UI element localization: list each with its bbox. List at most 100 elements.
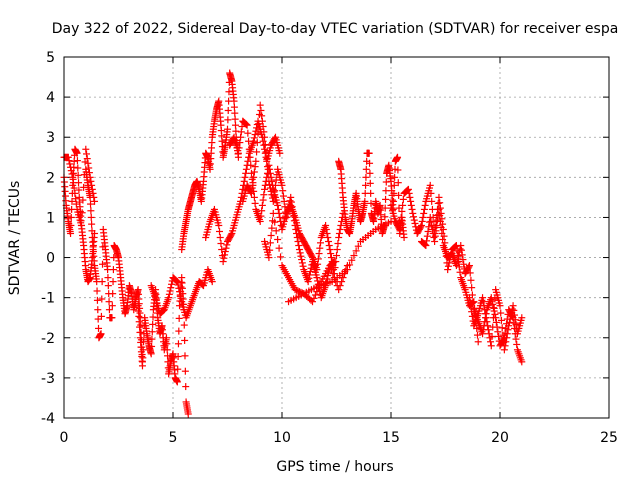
data-point — [326, 246, 334, 254]
data-point — [428, 225, 436, 233]
data-point — [181, 367, 189, 375]
data-point — [77, 221, 85, 229]
y-tick-label: 4 — [46, 90, 55, 106]
data-point — [473, 331, 481, 339]
data-point — [518, 314, 526, 322]
data-point — [67, 221, 75, 229]
data-point — [224, 106, 232, 114]
data-point — [285, 203, 293, 211]
data-point — [269, 197, 277, 205]
data-point — [505, 318, 513, 326]
data-point — [139, 354, 147, 362]
data-point — [284, 207, 292, 215]
data-point — [88, 227, 96, 235]
data-point — [149, 320, 157, 328]
data-point — [404, 185, 412, 193]
data-point — [104, 274, 112, 282]
data-point — [274, 201, 282, 209]
y-tick-label: -2 — [41, 331, 55, 347]
data-point — [218, 246, 226, 254]
data-point — [511, 316, 519, 324]
x-tick-label: 20 — [491, 430, 509, 446]
data-point — [173, 278, 181, 286]
data-point — [267, 187, 275, 195]
data-point — [256, 217, 264, 225]
data-point — [109, 290, 117, 298]
data-point — [405, 189, 413, 197]
data-point — [276, 213, 284, 221]
data-point — [175, 327, 183, 335]
data-point — [267, 231, 275, 239]
data-point — [99, 260, 107, 268]
data-point — [280, 197, 288, 205]
data-point — [421, 241, 429, 249]
data-point — [346, 261, 354, 269]
data-point — [87, 177, 95, 185]
data-point — [250, 193, 258, 201]
data-point — [431, 232, 439, 240]
data-point — [176, 291, 184, 299]
y-tick-label: 3 — [46, 130, 55, 146]
data-point — [311, 291, 319, 299]
data-point — [224, 116, 232, 124]
data-point — [298, 256, 306, 264]
data-point — [420, 209, 428, 217]
data-point — [457, 246, 465, 254]
data-point — [261, 133, 269, 141]
data-point — [257, 106, 265, 114]
data-point — [465, 262, 473, 270]
data-point — [272, 227, 280, 235]
data-point — [148, 328, 156, 336]
data-point — [72, 195, 80, 203]
data-point — [216, 227, 224, 235]
data-point — [256, 101, 264, 109]
data-point — [163, 346, 171, 354]
data-point — [219, 258, 227, 266]
data-point — [68, 170, 76, 178]
data-point — [258, 201, 266, 209]
data-point — [269, 209, 277, 217]
data-point — [241, 173, 249, 181]
data-point — [433, 221, 441, 229]
data-point — [74, 171, 82, 179]
data-point — [174, 352, 182, 360]
data-point — [482, 314, 490, 322]
data-point — [455, 252, 463, 260]
data-point — [276, 149, 284, 157]
data-point — [248, 184, 256, 192]
data-point — [295, 242, 303, 250]
y-tick-label: -3 — [41, 371, 55, 387]
data-point — [236, 139, 244, 147]
data-point — [452, 242, 460, 250]
data-point — [306, 268, 314, 276]
data-point — [423, 237, 431, 245]
data-point — [289, 207, 297, 215]
data-point — [264, 170, 272, 178]
data-point — [87, 207, 95, 215]
data-point — [510, 306, 518, 314]
data-point — [445, 259, 453, 267]
data-point — [138, 362, 146, 370]
data-point — [492, 318, 500, 326]
data-point — [325, 242, 333, 250]
data-point — [97, 312, 105, 320]
data-point — [65, 157, 73, 165]
data-point — [427, 189, 435, 197]
data-point — [255, 120, 263, 128]
data-point — [488, 332, 496, 340]
data-point — [287, 193, 295, 201]
data-point — [468, 284, 476, 292]
data-point — [73, 157, 81, 165]
data-point — [216, 234, 224, 241]
data-point — [418, 221, 426, 229]
data-point — [173, 277, 181, 285]
y-tick-label: 0 — [46, 251, 55, 267]
data-point — [229, 135, 237, 143]
data-point — [95, 324, 103, 332]
data-point — [174, 340, 182, 348]
data-point — [64, 153, 72, 161]
data-point — [208, 278, 216, 286]
data-point — [431, 238, 439, 246]
data-point — [343, 266, 351, 274]
data-point — [325, 238, 333, 246]
